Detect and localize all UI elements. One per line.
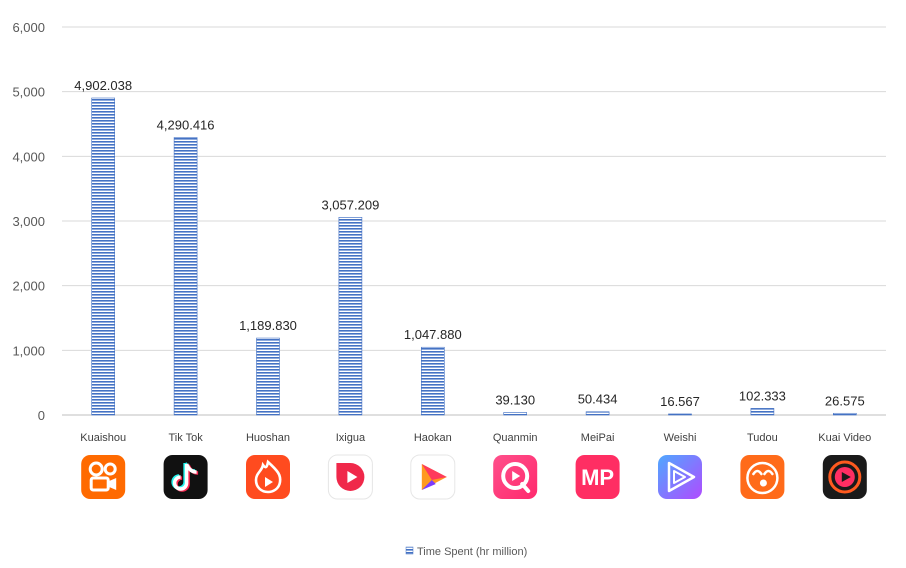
- weishi-icon: [658, 455, 702, 499]
- x-tick-label: Tik Tok: [168, 432, 203, 444]
- bar: [668, 413, 692, 416]
- y-tick-label: 3,000: [12, 214, 45, 229]
- data-label: 4,290.416: [157, 118, 215, 133]
- legend-label: Time Spent (hr million): [417, 546, 527, 558]
- bar: [503, 412, 528, 416]
- huoshan-icon: [246, 455, 290, 499]
- x-tick-label: Ixigua: [336, 432, 366, 444]
- data-label: 26.575: [825, 393, 865, 408]
- x-tick-label: Weishi: [664, 432, 697, 444]
- bar: [832, 412, 857, 416]
- data-label: 4,902.038: [74, 78, 132, 93]
- quanmin-icon: [493, 455, 538, 499]
- x-tick-label: Quanmin: [493, 432, 538, 444]
- legend-swatch: [405, 546, 414, 555]
- bar: [256, 337, 280, 416]
- data-label: 16.567: [660, 394, 700, 409]
- meipai-icon-text: MP: [581, 465, 614, 490]
- y-tick-label: 2,000: [12, 279, 45, 294]
- tiktok-icon: [163, 455, 208, 499]
- bar: [750, 408, 775, 416]
- bar: [173, 137, 198, 416]
- kuaishou-icon: [81, 455, 126, 499]
- bar: [585, 411, 610, 416]
- data-labels: 4,902.038 4,290.416 1,189.830 3,057.209 1,04…: [74, 78, 864, 409]
- x-tick-label: Kuaishou: [80, 432, 126, 444]
- app-icons: MP: [81, 454, 867, 500]
- data-label: 102.333: [739, 388, 786, 403]
- x-tick-label: Huoshan: [246, 432, 290, 444]
- ixigua-icon: [327, 454, 373, 500]
- y-tick-label: 1,000: [12, 343, 45, 358]
- data-label: 1,189.830: [239, 318, 297, 333]
- y-axis: 0 1,000 2,000 3,000 4,000 5,000 6,000: [12, 20, 45, 423]
- bar: [420, 346, 445, 416]
- haokan-icon: [410, 454, 456, 500]
- data-label: 50.434: [578, 392, 618, 407]
- x-tick-label: Kuai Video: [818, 432, 871, 444]
- bar: [338, 217, 363, 416]
- x-axis: Kuaishou Tik Tok Huoshan Ixigua Haokan Quanmi…: [80, 432, 871, 444]
- data-label: 1,047.880: [404, 327, 462, 342]
- y-tick-label: 5,000: [12, 85, 45, 100]
- x-tick-label: Haokan: [414, 432, 452, 444]
- legend: Time Spent (hr million): [405, 546, 527, 558]
- tudou-icon: [740, 455, 785, 499]
- kuai-video-icon: [822, 455, 867, 499]
- grid-lines: [62, 26, 886, 416]
- bar: [91, 97, 115, 416]
- meipai-icon: MP: [575, 455, 620, 499]
- y-tick-label: 0: [38, 408, 45, 423]
- x-tick-label: Tudou: [747, 432, 778, 444]
- y-tick-label: 4,000: [12, 149, 45, 164]
- x-tick-label: MeiPai: [581, 432, 615, 444]
- data-label: 3,057.209: [321, 197, 379, 212]
- bars: [91, 97, 857, 416]
- data-label: 39.130: [495, 392, 535, 407]
- y-tick-label: 6,000: [12, 20, 45, 35]
